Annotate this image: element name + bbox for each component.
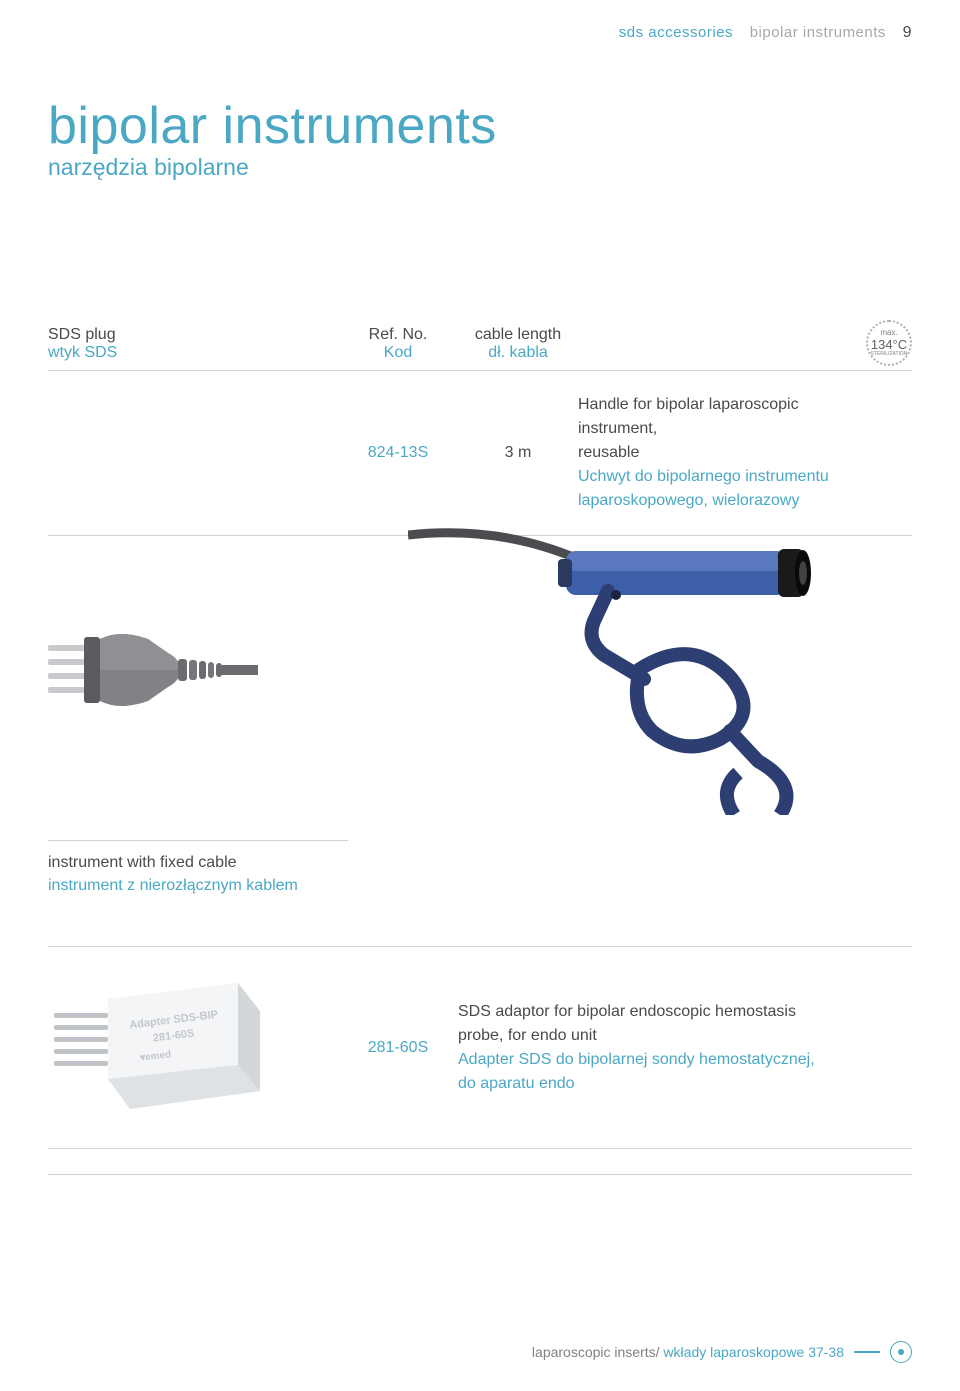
product-description: SDS adaptor for bipolar endoscopic hemos… xyxy=(458,1000,912,1096)
col-header-pl: Kod xyxy=(338,344,458,362)
sds-plug-illustration xyxy=(48,615,258,725)
caption-pl: instrument z nierozłącznym kablem xyxy=(48,874,348,897)
product-table-1: SDS plug wtyk SDS Ref. No. Kod cable len… xyxy=(48,320,912,536)
sterilization-badge: max. 134°C STERILIZATION xyxy=(866,320,912,366)
desc-pl: laparoskopowego, wielorazowy xyxy=(578,489,852,513)
bipolar-handle-illustration xyxy=(408,525,828,815)
page-footer: laparoscopic inserts/ wkłady laparoskopo… xyxy=(532,1341,912,1363)
col-header-pl: dł. kabla xyxy=(458,344,578,362)
col-header-en: Ref. No. xyxy=(338,326,458,344)
col-header-plug: SDS plug wtyk SDS xyxy=(48,326,338,362)
page-title-block: bipolar instruments narzędzia bipolarne xyxy=(48,96,497,181)
desc-en: probe, for endo unit xyxy=(458,1024,912,1048)
desc-pl: do aparatu endo xyxy=(458,1072,912,1096)
page-subtitle: narzędzia bipolarne xyxy=(48,154,497,181)
product-table-2: Adapter SDS-BIP 281-60S ▾emed 281-60S SD… xyxy=(48,946,912,1175)
desc-en: reusable xyxy=(578,441,852,465)
footer-en: laparoscopic inserts/ xyxy=(532,1344,660,1360)
empty-row xyxy=(48,1149,912,1175)
page-title: bipolar instruments xyxy=(48,96,497,156)
page-header: sds accessories bipolar instruments 9 xyxy=(619,24,912,42)
breadcrumb-subsection: bipolar instruments xyxy=(750,24,886,41)
footer-pl: wkłady laparoskopowe xyxy=(660,1344,809,1360)
desc-en: SDS adaptor for bipolar endoscopic hemos… xyxy=(458,1000,912,1024)
desc-pl: Adapter SDS do bipolarnej sondy hemostat… xyxy=(458,1048,912,1072)
footer-crossref: laparoscopic inserts/ wkłady laparoskopo… xyxy=(532,1344,844,1360)
col-header-ref: Ref. No. Kod xyxy=(338,326,458,362)
table-row: 824-13S 3 m Handle for bipolar laparosco… xyxy=(48,371,912,536)
ref-number: 824-13S xyxy=(338,444,458,462)
badge-bot: STERILIZATION xyxy=(871,352,908,358)
cable-length: 3 m xyxy=(458,444,578,462)
table-row: Adapter SDS-BIP 281-60S ▾emed 281-60S SD… xyxy=(48,947,912,1149)
col-header-en: cable length xyxy=(458,326,578,344)
image-caption: instrument with fixed cable instrument z… xyxy=(48,840,348,897)
crossref-icon xyxy=(890,1341,912,1363)
desc-pl: Uchwyt do bipolarnego instrumentu xyxy=(578,465,852,489)
breadcrumb-section: sds accessories xyxy=(619,24,733,41)
product-image-row xyxy=(48,530,912,810)
desc-en: Handle for bipolar laparoscopic instrume… xyxy=(578,393,852,441)
badge-mid: 134°C xyxy=(871,338,907,352)
col-header-length: cable length dł. kabla xyxy=(458,326,578,362)
product-description: Handle for bipolar laparoscopic instrume… xyxy=(578,393,852,513)
footer-pageref: 37-38 xyxy=(808,1344,844,1360)
adaptor-image-cell: Adapter SDS-BIP 281-60S ▾emed xyxy=(48,965,338,1130)
footer-connector-line xyxy=(854,1351,880,1353)
col-header-pl: wtyk SDS xyxy=(48,344,338,362)
sds-adaptor-illustration: Adapter SDS-BIP 281-60S ▾emed xyxy=(48,965,268,1125)
col-header-en: SDS plug xyxy=(48,326,338,344)
caption-en: instrument with fixed cable xyxy=(48,851,348,874)
page-number: 9 xyxy=(903,24,912,41)
table-header-row: SDS plug wtyk SDS Ref. No. Kod cable len… xyxy=(48,320,912,371)
ref-number: 281-60S xyxy=(338,1039,458,1057)
